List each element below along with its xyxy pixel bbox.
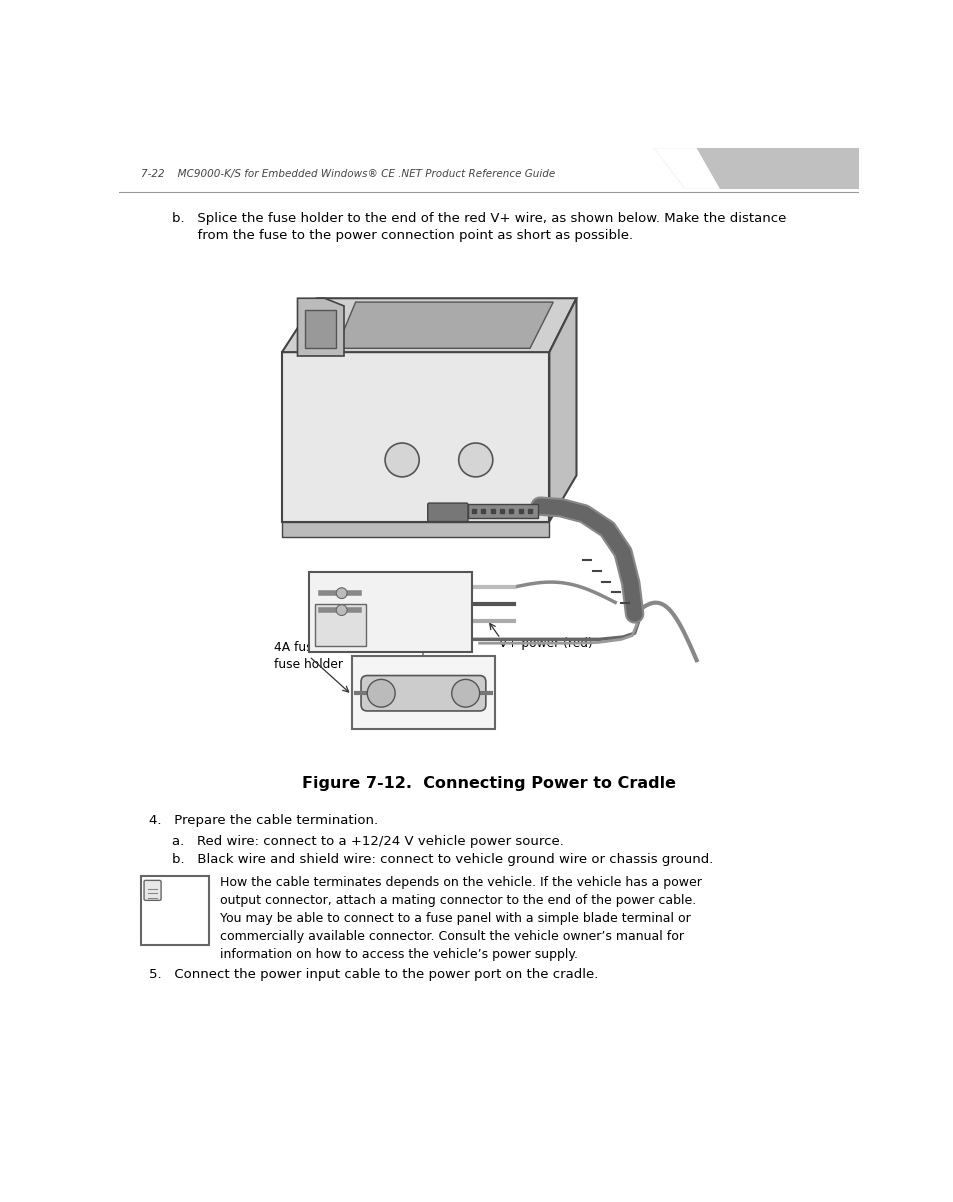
Polygon shape bbox=[654, 148, 720, 189]
Circle shape bbox=[335, 605, 347, 615]
Polygon shape bbox=[305, 310, 335, 349]
Text: Figure 7-12.  Connecting Power to Cradle: Figure 7-12. Connecting Power to Cradle bbox=[301, 775, 676, 791]
Circle shape bbox=[385, 444, 418, 477]
Text: b.   Splice the fuse holder to the end of the red V+ wire, as shown below. Make : b. Splice the fuse holder to the end of … bbox=[172, 212, 785, 225]
Text: 4.   Prepare the cable termination.: 4. Prepare the cable termination. bbox=[149, 814, 377, 827]
Text: Shield wire
(bare wire): Shield wire (bare wire) bbox=[411, 475, 477, 505]
Text: a.   Red wire: connect to a +12/24 V vehicle power source.: a. Red wire: connect to a +12/24 V vehic… bbox=[172, 835, 563, 847]
FancyBboxPatch shape bbox=[141, 876, 209, 945]
Polygon shape bbox=[282, 298, 576, 352]
Text: V+ power (red): V+ power (red) bbox=[498, 637, 592, 650]
FancyBboxPatch shape bbox=[360, 676, 485, 710]
FancyBboxPatch shape bbox=[468, 504, 537, 518]
Polygon shape bbox=[309, 572, 472, 653]
Circle shape bbox=[458, 444, 493, 477]
Polygon shape bbox=[282, 352, 549, 522]
Polygon shape bbox=[549, 298, 576, 522]
Text: 5.   Connect the power input cable to the power port on the cradle.: 5. Connect the power input cable to the … bbox=[149, 968, 598, 981]
Text: 7-22    MC9000-K/S for Embedded Windows® CE .NET Product Reference Guide: 7-22 MC9000-K/S for Embedded Windows® CE… bbox=[141, 168, 555, 179]
FancyBboxPatch shape bbox=[144, 880, 161, 900]
Text: How the cable terminates depends on the vehicle. If the vehicle has a power
outp: How the cable terminates depends on the … bbox=[220, 876, 701, 960]
Polygon shape bbox=[654, 148, 858, 189]
Text: 4A fuse and
fuse holder: 4A fuse and fuse holder bbox=[274, 641, 347, 671]
Text: from the fuse to the power connection point as short as possible.: from the fuse to the power connection po… bbox=[172, 228, 633, 242]
FancyBboxPatch shape bbox=[427, 504, 468, 522]
Polygon shape bbox=[282, 522, 549, 537]
FancyBboxPatch shape bbox=[315, 603, 365, 647]
Circle shape bbox=[335, 588, 347, 599]
Text: Ground wire
(black): Ground wire (black) bbox=[337, 505, 412, 535]
Text: b.   Black wire and shield wire: connect to vehicle ground wire or chassis groun: b. Black wire and shield wire: connect t… bbox=[172, 852, 713, 865]
Polygon shape bbox=[297, 298, 344, 356]
Circle shape bbox=[452, 679, 479, 707]
Polygon shape bbox=[352, 656, 495, 730]
Circle shape bbox=[367, 679, 395, 707]
Text: Note: Note bbox=[161, 902, 189, 915]
Polygon shape bbox=[335, 302, 553, 349]
